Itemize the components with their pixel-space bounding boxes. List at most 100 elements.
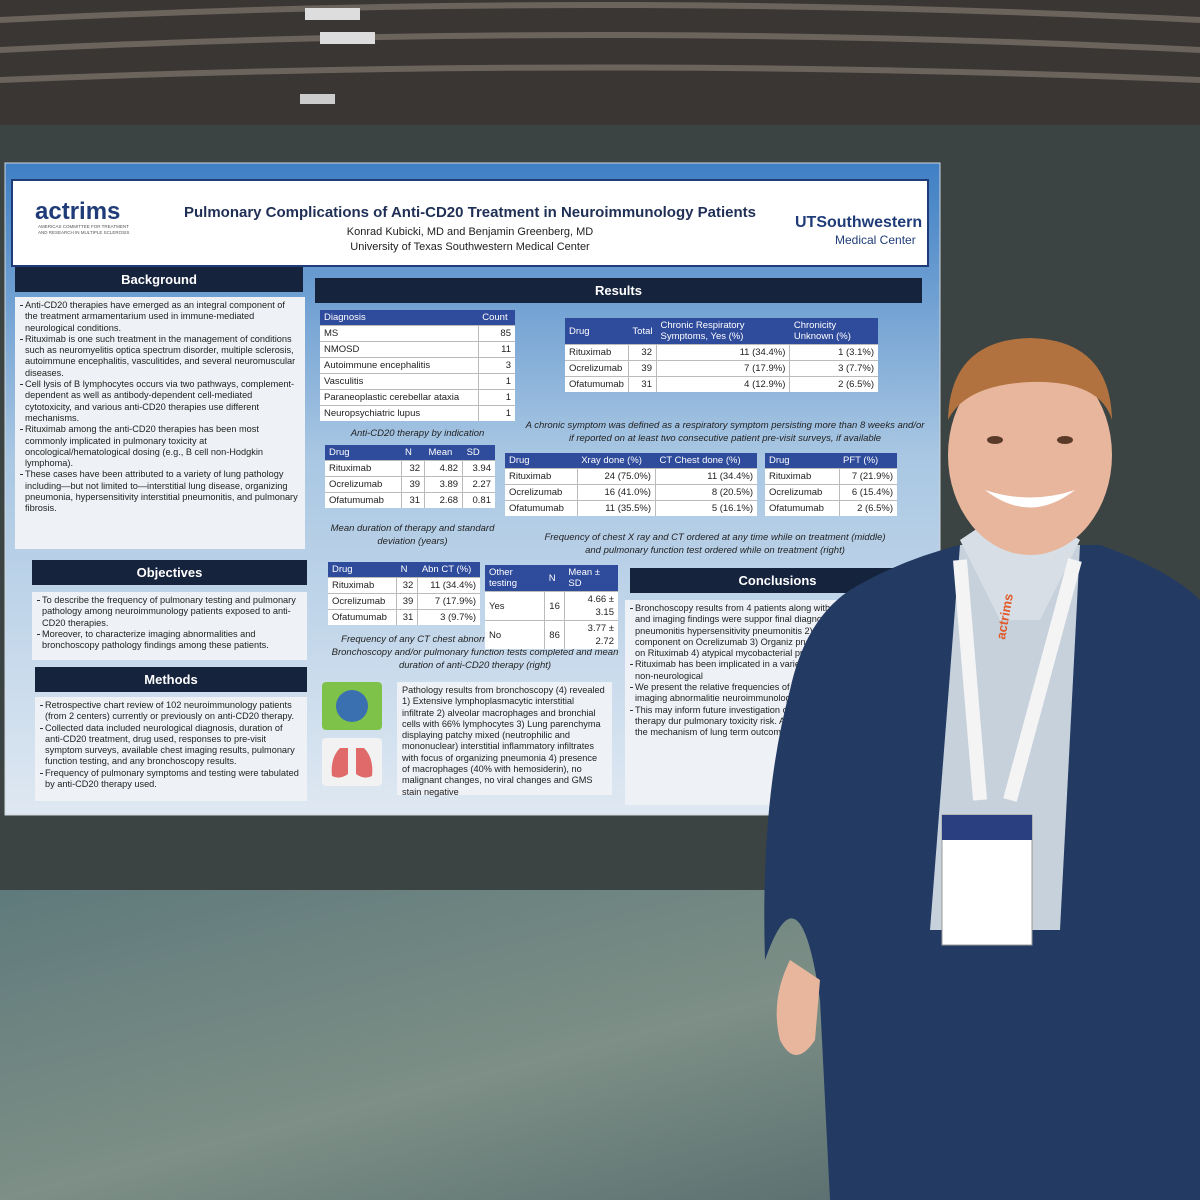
logo-right-sub: Medical Center [835, 233, 916, 247]
table-cell: Paraneoplastic cerebellar ataxia [320, 389, 479, 406]
logo-left: actrims [35, 198, 121, 225]
table-cell: Ocrelizumab [505, 484, 578, 501]
header-cell: PFT (%) [839, 453, 897, 469]
table-row: Ocrelizumab 39 7 (17.9%) [328, 593, 480, 610]
bullet-item: Retrospective chart review of 102 neuroi… [40, 700, 302, 723]
conclusions-box: Bronchoscopy results from 4 patients alo… [625, 600, 925, 805]
table-cell: 1 [477, 389, 515, 406]
table-cell: 4.82 [424, 460, 463, 477]
table-cell: 3 (7.7%) [789, 360, 878, 377]
table-cell: 85 [477, 325, 515, 342]
table-cell: 3.89 [424, 476, 463, 493]
table-cell: 11 (34.4%) [655, 344, 790, 361]
header-cell: N [544, 565, 565, 592]
table-cell: 11 (34.4%) [654, 468, 757, 485]
header-cell: CT Chest done (%) [655, 453, 757, 469]
bullet-item: To describe the frequency of pulmonary t… [37, 595, 302, 629]
table-cell: 31 [400, 492, 425, 508]
table-cell: 2.27 [462, 476, 495, 493]
header-row: Drug Total Chronic Respiratory Symptoms, Y… [565, 318, 878, 345]
table-row: Paraneoplastic cerebellar ataxia 1 [320, 389, 515, 406]
header-cell: Diagnosis [320, 310, 479, 326]
poster-authors: Konrad Kubicki, MD and Benjamin Greenber… [346, 226, 594, 238]
table-cell: 5 (16.1%) [654, 500, 757, 516]
section-heading: Conclusions [630, 568, 925, 593]
table-cell: 86 [544, 620, 565, 649]
caption: Frequency of any CT chest abnormality wh… [331, 634, 619, 671]
table-cell: Rituximab [565, 344, 629, 361]
bullet-item: Cell lysis of B lymphocytes occurs via t… [20, 379, 300, 424]
table-row: Ofatumumab 31 4 (12.9%) 2 (6.5%) [565, 376, 878, 392]
table-cell: Autoimmune encephalitis [320, 357, 479, 374]
table-cell: 1 [477, 405, 515, 421]
table-cell: Rituximab [505, 468, 578, 485]
table-cell: 31 [396, 609, 418, 625]
header-cell: N [401, 445, 425, 461]
table-row: Ofatumumab 31 3 (9.7%) [328, 609, 480, 625]
icon-lungs-shape [331, 748, 373, 778]
table-cell: 32 [396, 577, 418, 594]
table-cell: Ocrelizumab [328, 593, 397, 610]
header-row: Drug N Abn CT (%) [328, 562, 480, 578]
table-cell: Ofatumumab [505, 500, 578, 516]
table-cell: 32 [627, 344, 657, 361]
table-cell: Yes [485, 591, 545, 621]
table-cell: No [485, 620, 545, 649]
table-cell: Rituximab [328, 577, 397, 594]
table-cell: NMOSD [320, 341, 479, 358]
section-heading: Background [15, 267, 303, 292]
table-cell: 7 (21.9%) [838, 468, 897, 485]
results-table: Drug Total Chronic Respiratory Symptoms, Y… [565, 318, 878, 392]
bullet-item: These cases have been attributed to a va… [20, 469, 300, 514]
header-cell: Xray done (%) [577, 453, 656, 469]
table-row: Autoimmune encephalitis 3 [320, 357, 515, 374]
table-row: Ocrelizumab 39 3.89 2.27 [325, 476, 495, 493]
table-cell: 16 (41.0%) [576, 484, 656, 501]
table-cell: 39 [396, 593, 418, 610]
light [305, 8, 360, 20]
table-cell: 0.81 [462, 492, 495, 508]
table-row: Yes 16 4.66 ± 3.15 [485, 591, 618, 621]
bullet-item: Frequency of pulmonary symptoms and test… [40, 768, 302, 791]
caption: Mean duration of therapy and standard de… [330, 523, 495, 547]
table-cell: 2 (6.5%) [838, 500, 897, 516]
objectives-box: To describe the frequency of pulmonary t… [32, 592, 307, 660]
table-cell: 7 (17.9%) [655, 360, 790, 377]
table-row: Rituximab 24 (75.0%) 11 (34.4%) [505, 468, 757, 485]
table-cell: 4.66 ± 3.15 [563, 591, 618, 621]
table-cell: 1 [477, 373, 515, 390]
table-cell: Neuropsychiatric lupus [320, 405, 479, 421]
bullet-item: Rituximab has been implicated in a varie… [630, 659, 920, 682]
section-heading: Results [315, 278, 922, 303]
table-cell: Ocrelizumab [325, 476, 402, 493]
results-table: Drug N Abn CT (%) Rituximab 32 11 (34.4%) Ocre… [328, 562, 480, 625]
table-row: Neuropsychiatric lupus 1 [320, 405, 515, 421]
table-cell: 31 [627, 376, 657, 392]
header-cell: Mean [424, 445, 463, 461]
header-cell: Drug [325, 445, 402, 461]
table-row: Rituximab 32 11 (34.4%) [328, 577, 480, 594]
header-cell: Other testing [485, 565, 545, 592]
bullet-item: This may inform future investigation of … [630, 705, 920, 739]
table-row: Vasculitis 1 [320, 373, 515, 390]
table-row: Ofatumumab 2 (6.5%) [765, 500, 897, 516]
header-row: Drug N Mean SD [325, 445, 495, 461]
table-cell: 24 (75.0%) [576, 468, 656, 485]
table-row: Ofatumumab 11 (35.5%) 5 (16.1%) [505, 500, 757, 516]
bullet-item: We present the relative frequencies of b… [630, 682, 920, 705]
section-heading: Objectives [32, 560, 307, 585]
header-cell: Abn CT (%) [417, 562, 480, 578]
icon-microscope-lens [336, 690, 368, 722]
bullet-item: Collected data included neurological dia… [40, 723, 302, 768]
bullet-item: Moreover, to characterize imaging abnorm… [37, 629, 302, 652]
table-row: NMOSD 11 [320, 341, 515, 358]
bullet-item: Anti-CD20 therapies have emerged as an i… [20, 300, 300, 334]
header-row: Drug Xray done (%) CT Chest done (%) [505, 453, 757, 469]
table-cell: Vasculitis [320, 373, 479, 390]
results-table: Diagnosis Count MS 85 NMOSD 11 Autoimmune ence… [320, 310, 515, 421]
header-cell: SD [462, 445, 495, 461]
poster-header [11, 179, 929, 267]
header-row: Drug PFT (%) [765, 453, 897, 469]
header-cell: Mean ± SD [564, 565, 618, 592]
